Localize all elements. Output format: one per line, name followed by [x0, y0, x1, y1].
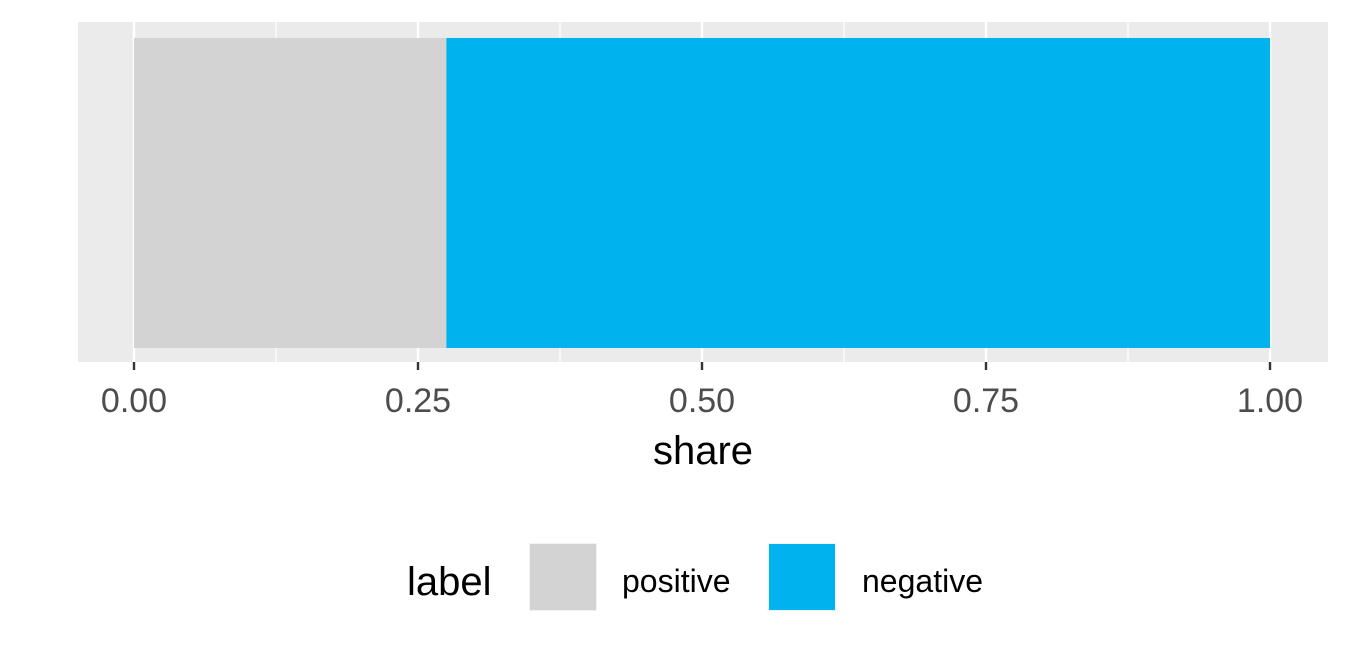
legend-label-negative: negative: [862, 563, 983, 599]
x-axis: 0.00 0.25 0.50 0.75 1.00: [101, 362, 1303, 420]
x-tick-label: 0.50: [669, 382, 735, 420]
x-tick-label: 0.00: [101, 382, 167, 420]
x-tick-label: 0.75: [953, 382, 1019, 420]
legend-key-negative: [769, 544, 835, 610]
x-tick-label: 1.00: [1237, 382, 1303, 420]
legend: label positive negative: [407, 543, 983, 611]
legend-title: label: [407, 560, 492, 604]
x-tick-label: 0.25: [385, 382, 451, 420]
x-axis-title: share: [653, 429, 753, 473]
legend-label-positive: positive: [622, 563, 731, 599]
bar-segment-negative: [446, 38, 1270, 348]
bar-segment-positive: [134, 38, 447, 348]
legend-key-positive: [530, 544, 596, 610]
bars: [134, 38, 1270, 348]
